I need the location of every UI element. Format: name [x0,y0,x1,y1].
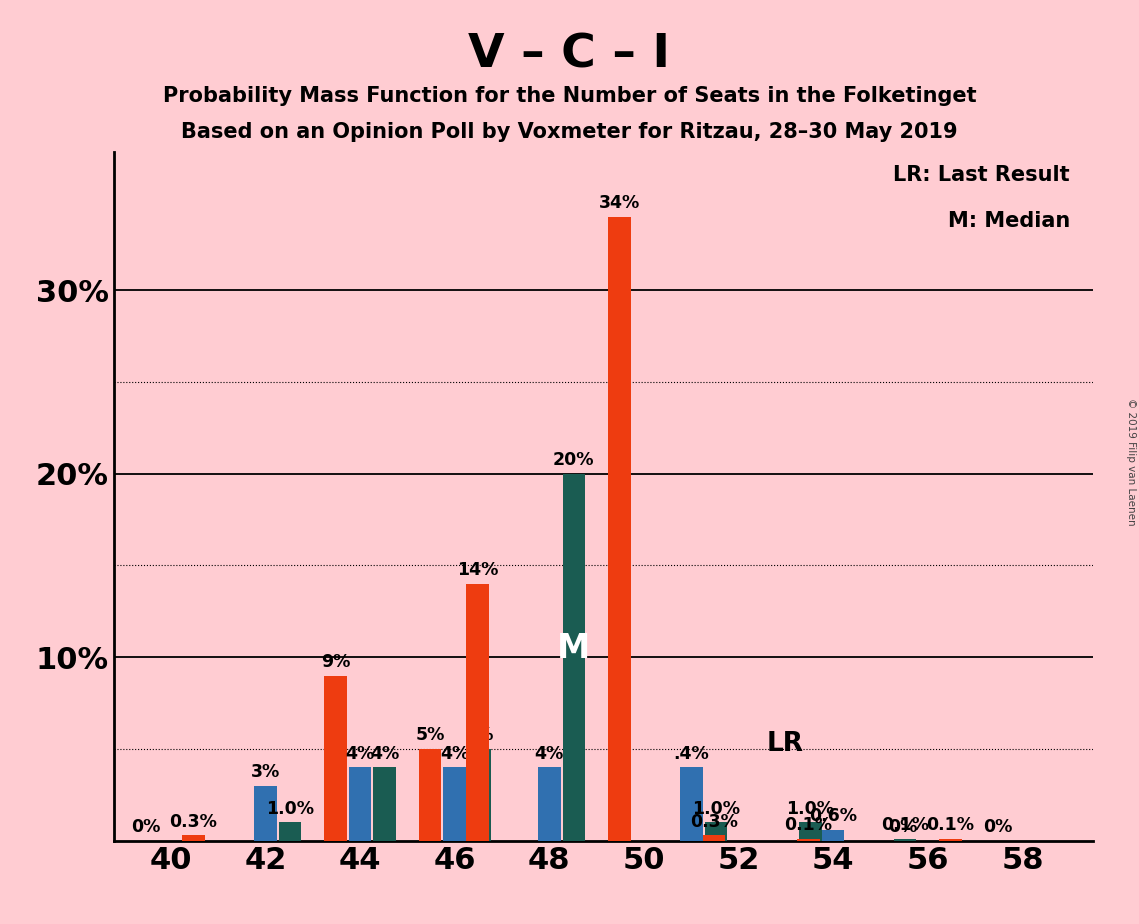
Bar [468,749,491,841]
Text: 20%: 20% [554,451,595,469]
Bar [466,584,489,841]
Text: 0.3%: 0.3% [170,813,218,831]
Bar [608,217,631,841]
Bar [822,830,844,841]
Bar [680,768,703,841]
Text: 14%: 14% [457,561,498,579]
Bar [705,822,727,841]
Bar [349,768,371,841]
Bar [443,768,466,841]
Text: © 2019 Filip van Laenen: © 2019 Filip van Laenen [1126,398,1136,526]
Text: 3%: 3% [251,763,280,781]
Text: 4%: 4% [534,745,564,763]
Text: M: Median: M: Median [948,212,1070,231]
Text: .4%: .4% [673,745,710,763]
Bar [254,785,277,841]
Text: Probability Mass Function for the Number of Seats in the Folketinget: Probability Mass Function for the Number… [163,86,976,106]
Bar [563,474,585,841]
Text: 1.0%: 1.0% [265,800,314,818]
Bar [894,839,917,841]
Text: 0%: 0% [888,819,918,836]
Text: 34%: 34% [599,194,640,213]
Text: 1.0%: 1.0% [691,800,740,818]
Bar [323,675,346,841]
Text: 0.6%: 0.6% [809,808,858,825]
Text: Based on an Opinion Poll by Voxmeter for Ritzau, 28–30 May 2019: Based on an Opinion Poll by Voxmeter for… [181,122,958,142]
Bar [800,822,821,841]
Text: 4%: 4% [345,745,375,763]
Text: 0%: 0% [983,819,1013,836]
Text: 5%: 5% [416,726,444,745]
Text: 5%: 5% [465,726,494,745]
Text: V – C – I: V – C – I [468,32,671,78]
Bar [538,768,560,841]
Bar [182,835,205,841]
Text: 0.1%: 0.1% [882,817,929,834]
Text: 0%: 0% [131,819,161,836]
Text: 0.3%: 0.3% [690,813,738,831]
Text: LR: Last Result: LR: Last Result [893,165,1070,186]
Text: LR: LR [767,731,804,757]
Text: 0.1%: 0.1% [926,817,975,834]
Text: 9%: 9% [321,653,350,671]
Bar [940,839,961,841]
Text: 1.0%: 1.0% [786,800,835,818]
Bar [279,822,301,841]
Bar [703,835,726,841]
Text: 4%: 4% [440,745,469,763]
Text: 0.1%: 0.1% [785,817,833,834]
Bar [797,839,820,841]
Bar [374,768,396,841]
Text: 4%: 4% [370,745,399,763]
Bar [419,749,441,841]
Text: M: M [557,632,590,664]
